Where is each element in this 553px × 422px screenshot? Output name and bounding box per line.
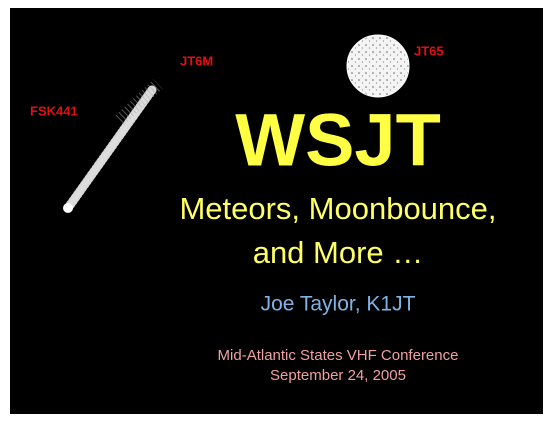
date: September 24, 2005 xyxy=(270,367,406,384)
subtitle-line: Meteors, Moonbounce, xyxy=(179,191,496,226)
slide: FSK441 JT6M JT65 WSJT Meteors, Moonbounc… xyxy=(0,0,553,422)
page: FSK441 JT6M JT65 WSJT Meteors, Moonbounc… xyxy=(0,0,553,422)
mode-label: FSK441 xyxy=(30,103,78,118)
subtitle-line: and More … xyxy=(253,235,424,270)
mode-label: JT65 xyxy=(414,43,444,58)
slide-title: WSJT xyxy=(235,99,441,182)
mode-label: JT6M xyxy=(180,53,213,68)
moon xyxy=(347,35,409,97)
event: Mid-Atlantic States VHF Conference xyxy=(218,347,459,364)
author: Joe Taylor, K1JT xyxy=(261,293,416,316)
